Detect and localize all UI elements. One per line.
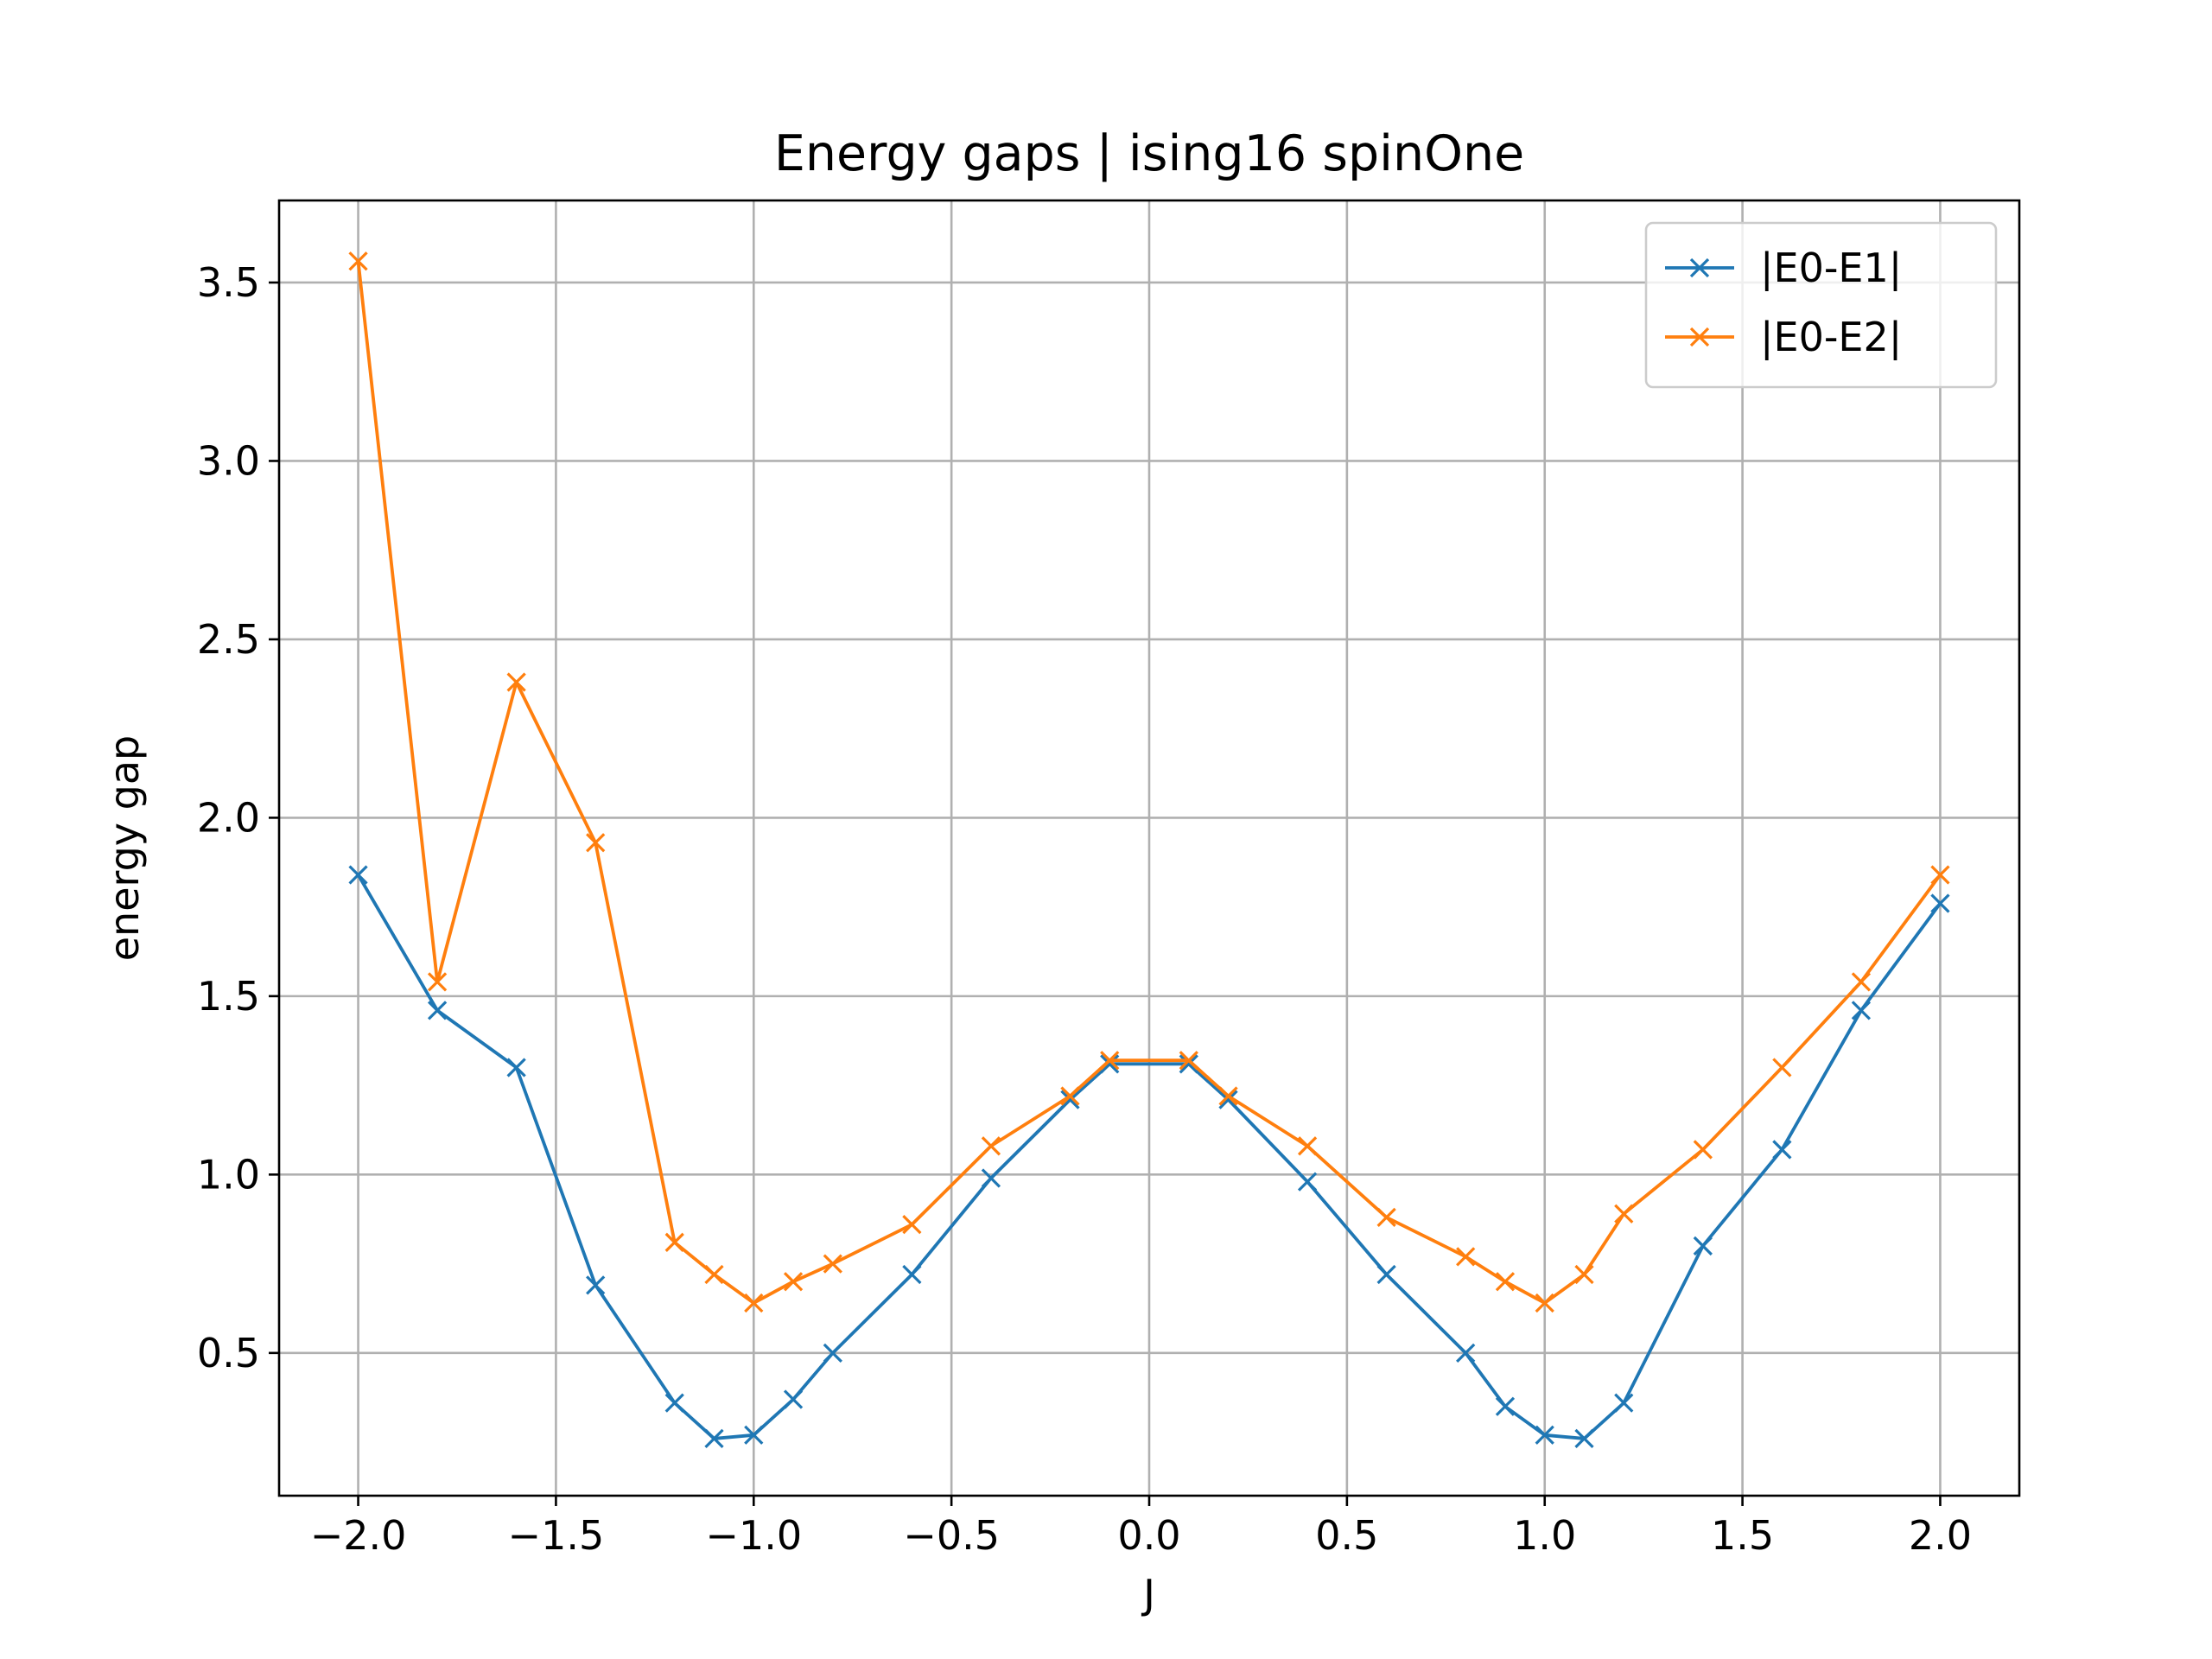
x-axis: −2.0 −1.5 −1.0 −0.5 0.0 0.5 1.0 1.5 2.0 [310,1496,1972,1559]
y-tick-label: 2.0 [197,794,260,841]
y-tick-label: 2.5 [197,616,260,663]
data-point [744,1425,764,1445]
x-tick-label: 2.0 [1909,1512,1972,1559]
data-point [586,1275,606,1295]
x-tick-label: −1.5 [508,1512,605,1559]
legend-item: |E0-E2| [1665,314,1902,361]
data-point [1851,972,1872,992]
data-point [1218,1090,1238,1109]
legend-marker [1689,327,1710,347]
data-point [981,1168,1001,1188]
data-point [704,1428,724,1449]
y-tick-label: 1.0 [197,1151,260,1198]
data-point [1456,1247,1476,1267]
x-tick-label: −2.0 [310,1512,407,1559]
data-point [427,1001,448,1020]
data-point [704,1264,724,1285]
data-point [744,1293,764,1313]
data-point [664,1393,684,1413]
data-point [427,972,448,992]
data-point [586,833,606,853]
data-point [1060,1090,1080,1109]
data-point [348,865,368,885]
legend-label: |E0-E1| [1760,245,1902,292]
data-point [1100,1051,1120,1071]
data-point [1535,1293,1554,1313]
legend: |E0-E1| |E0-E2| [1644,221,1998,389]
data-point [1456,1343,1476,1363]
y-tick-label: 3.0 [197,437,260,484]
y-tick-label: 1.5 [197,973,260,1020]
grid [279,200,2019,1496]
data-point [1614,1393,1634,1413]
data-point [1772,1058,1792,1077]
x-tick-label: −1.0 [705,1512,802,1559]
data-point [664,1232,684,1252]
data-point [1060,1086,1080,1106]
data-point [506,1058,526,1077]
data-point [1179,1054,1198,1074]
data-point [823,1254,842,1274]
data-point [1535,1425,1554,1445]
legend-item: |E0-E1| [1665,245,1902,292]
chart-title: Energy gaps | ising16 spinOne [774,125,1524,182]
data-point [902,1215,922,1235]
legend-marker [1689,257,1710,278]
data-point [1297,1172,1318,1192]
data-point [981,1136,1001,1156]
series-layer [348,251,1950,1449]
x-tick-label: 1.5 [1711,1512,1774,1559]
data-point [1930,865,1950,885]
data-point [783,1272,804,1292]
data-point [348,251,368,271]
legend-box [1644,221,1998,389]
y-tick-label: 0.5 [197,1330,260,1376]
data-point [1100,1054,1120,1074]
data-point [1574,1264,1594,1285]
y-axis-label: energy gap [101,735,148,962]
data-point [783,1389,804,1409]
x-tick-label: −0.5 [903,1512,1000,1559]
x-tick-label: 1.0 [1513,1512,1576,1559]
data-point [1495,1272,1516,1292]
data-point [1614,1204,1634,1224]
data-point [823,1343,842,1363]
data-point [1574,1428,1594,1449]
data-point [506,672,526,692]
data-point [1930,893,1950,913]
data-point [1376,1207,1396,1228]
data-point [1495,1396,1516,1416]
data-point [1297,1136,1318,1156]
data-point [1693,1236,1713,1256]
data-point [1179,1051,1198,1071]
y-axis: 0.5 1.0 1.5 2.0 2.5 3.0 3.5 [197,259,279,1376]
data-point [902,1264,922,1285]
legend-label: |E0-E2| [1760,314,1902,361]
data-point [1693,1140,1713,1160]
data-point [1851,1001,1872,1020]
series-2 [348,251,1950,1313]
x-tick-label: 0.5 [1315,1512,1378,1559]
x-axis-label: J [1141,1571,1155,1618]
data-point [1772,1140,1792,1160]
series-1 [348,865,1950,1449]
data-point [1218,1086,1238,1106]
data-point [1376,1264,1396,1285]
x-tick-label: 0.0 [1117,1512,1180,1559]
y-tick-label: 3.5 [197,259,260,306]
